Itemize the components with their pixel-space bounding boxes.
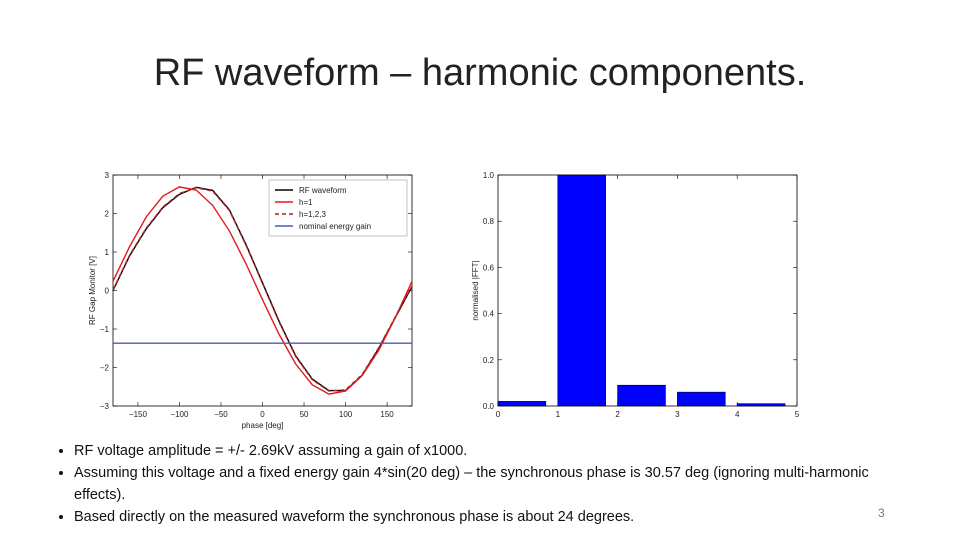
x-tick-label: 2 [615,410,620,419]
x-tick-label: −150 [129,410,148,419]
legend-label: RF waveform [299,186,347,195]
bar [497,401,547,407]
x-tick-label: 4 [735,410,740,419]
x-tick-label: 150 [380,410,394,419]
legend-label: nominal energy gain [299,222,371,231]
x-tick-label: 0 [260,410,265,419]
bullet: RF voltage amplitude = +/- 2.69kV assumi… [74,440,894,462]
y-tick-label: 3 [105,171,110,180]
y-tick-label: 0.0 [483,402,495,411]
y-tick-label: −3 [100,402,110,411]
x-tick-label: −50 [214,410,228,419]
y-tick-label: 0.4 [483,310,495,319]
y-axis-label: normalised |FFT| [471,260,480,320]
y-tick-label: 2 [105,210,110,219]
legend-label: h=1,2,3 [299,210,326,219]
bar [617,384,666,407]
x-tick-label: 100 [339,410,353,419]
x-axis-label: phase [deg] [242,421,284,430]
plot-frame [497,174,798,407]
x-tick-label: 5 [795,410,800,419]
y-tick-label: 0.6 [483,263,495,272]
y-tick-label: 0.2 [483,356,495,365]
y-tick-label: 1.0 [483,171,495,180]
x-tick-label: 3 [675,410,680,419]
y-tick-label: 0.8 [483,217,495,226]
bar [736,403,786,407]
bar [557,174,606,407]
series-line [112,186,413,395]
y-tick-label: −1 [100,325,110,334]
bullet: Assuming this voltage and a fixed energy… [74,462,894,506]
bar [677,391,726,407]
page-number: 3 [878,506,885,520]
x-tick-label: 50 [300,410,309,419]
bullet: Based directly on the measured waveform … [74,506,894,528]
x-tick-label: 0 [496,410,501,419]
y-tick-label: 0 [105,287,110,296]
legend-label: h=1 [299,198,313,207]
bullet-list: RF voltage amplitude = +/- 2.69kV assumi… [56,440,894,528]
x-tick-label: −100 [170,410,189,419]
slide-title: RF waveform – harmonic components. [153,52,807,94]
y-tick-label: −2 [100,364,110,373]
x-tick-label: 1 [556,410,561,419]
y-axis-label: RF Gap Monitor [V] [88,256,97,325]
y-tick-label: 1 [105,248,110,257]
